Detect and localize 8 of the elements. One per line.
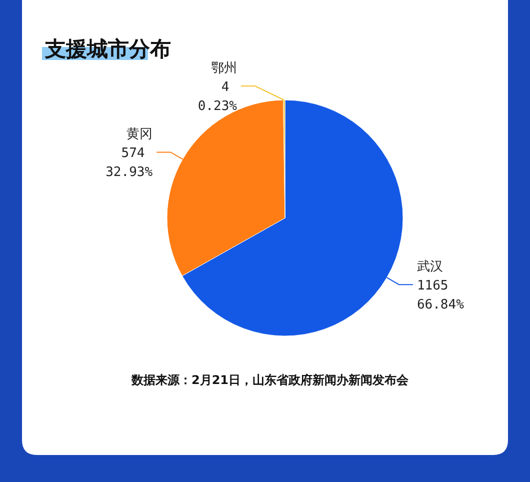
data-label: 1165 66.84% <box>416 278 464 313</box>
source-note: 数据来源：2月21日，山东省政府新闻办新闻发布会 <box>130 373 410 387</box>
data-label: 574 32.93% <box>106 146 153 180</box>
slice-label: 黄冈 <box>126 126 153 142</box>
chart-title: 支援城市分布 <box>44 37 171 61</box>
data-label: 4 0.23% <box>198 80 238 114</box>
slice-label: 鄂州 <box>211 60 237 75</box>
slice-label: 武汉 <box>416 258 443 274</box>
